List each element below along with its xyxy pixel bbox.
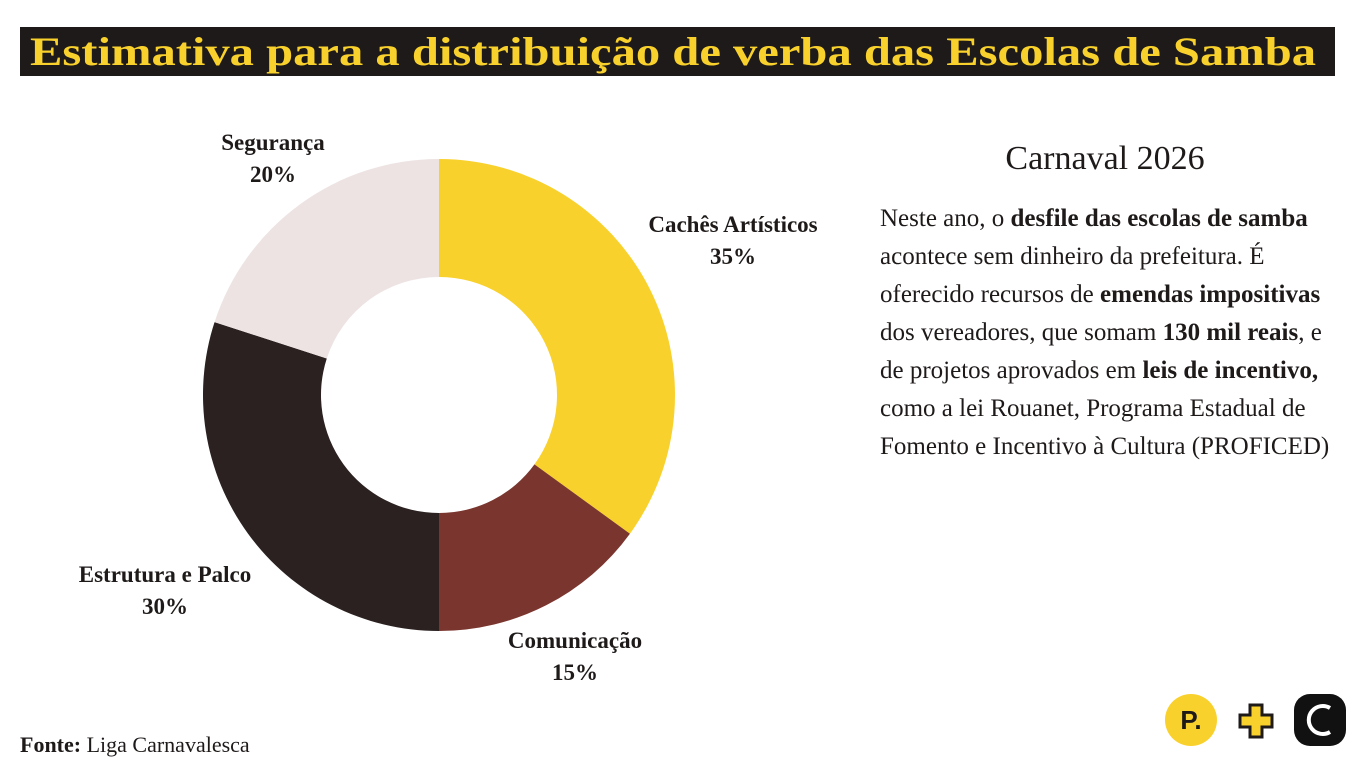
body-text: desfile das escolas de samba — [1010, 205, 1308, 232]
body-text: 130 mil reais — [1162, 319, 1299, 346]
body-text: emendas impositivas — [1100, 281, 1321, 308]
footer: Fonte: Liga Carnavalesca — [20, 732, 250, 758]
brand-icon-mark — [1306, 704, 1332, 736]
body-text: acontece sem dinheiro da prefeitura. É o… — [880, 243, 1265, 308]
slice-label: Segurança — [221, 130, 325, 155]
source-label: Fonte: — [20, 732, 82, 757]
brand-icon — [1294, 694, 1346, 746]
slice-label: Comunicação — [508, 628, 642, 653]
slice-value-label: 35% — [710, 244, 756, 269]
slice-label: Estrutura e Palco — [79, 562, 251, 587]
slice-value-label: 30% — [142, 594, 188, 619]
body-text: dos vereadores, que somam — [880, 319, 1163, 346]
body-text: leis de incentivo, — [1142, 357, 1319, 384]
sidebar-heading: Carnaval 2026 — [1005, 140, 1205, 177]
body-text: como a lei Rouanet, Programa Estadual de… — [880, 395, 1330, 460]
body-text: Neste ano, o — [880, 205, 1011, 232]
logo-text: P. — [1180, 705, 1201, 735]
slice-value-label: 20% — [250, 162, 296, 187]
sidebar: Carnaval 2026 Neste ano, o desfile das e… — [880, 140, 1330, 466]
source: Liga Carnavalesca — [86, 732, 250, 757]
donut-slice — [202, 322, 439, 631]
slice-label: Cachês Artísticos — [648, 212, 817, 237]
title-bar — [20, 27, 1335, 76]
donut-slice — [214, 159, 439, 359]
sidebar-body: Neste ano, o desfile das escolas de samb… — [880, 200, 1330, 466]
logo-circle — [1165, 694, 1217, 746]
body-text: , e de projetos aprovados em — [880, 319, 1322, 384]
donut-slice — [439, 159, 675, 534]
plus-icon — [1238, 703, 1274, 739]
slice-value-label: 15% — [552, 660, 598, 685]
donut-slice — [439, 464, 630, 631]
chart-title: Estimativa para a distribuição de verba … — [30, 29, 1316, 74]
